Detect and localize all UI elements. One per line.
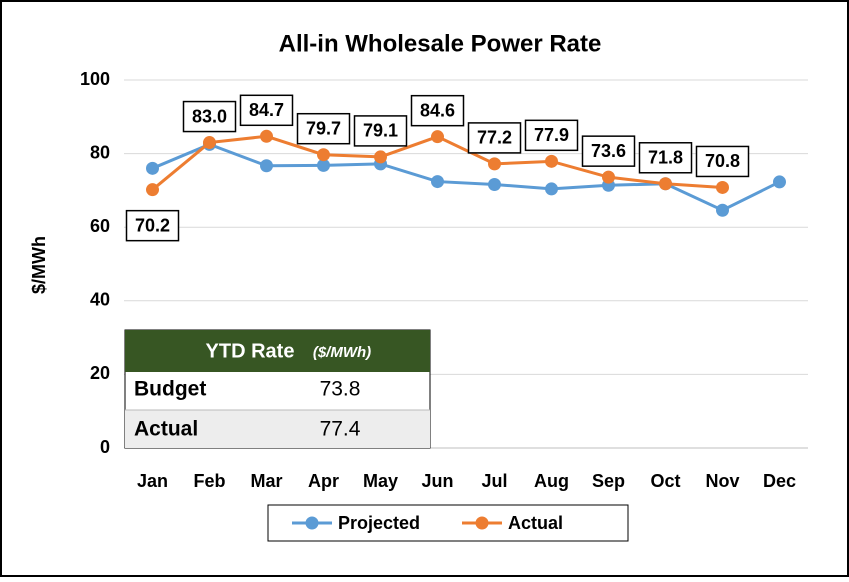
marker [431,130,444,144]
marker [260,159,273,173]
x-tick-label: May [363,471,398,491]
data-label: 70.8 [705,151,740,171]
data-label-box [353,115,408,147]
marker [146,161,159,175]
table-cell: 73.8 [320,378,361,401]
marker [545,154,558,168]
data-label: 84.6 [420,100,455,120]
marker [260,129,273,143]
table-title: YTD Rate [206,340,295,362]
x-tick-label: Dec [763,471,796,491]
table-unit: ($/MWh) [313,344,371,361]
marker [203,136,216,150]
x-tick-label: Sep [592,471,625,491]
table-header [125,330,430,372]
legend-marker [475,516,489,530]
data-label: 73.6 [591,141,626,161]
data-label-box [524,119,579,152]
data-label-box [410,94,465,127]
legend-label: Projected [338,513,420,533]
data-label: 70.2 [135,215,170,235]
x-tick-label: Jan [137,471,168,491]
data-label: 77.2 [477,128,512,148]
x-tick-label: Mar [250,471,282,491]
data-label-box [125,209,180,242]
y-axis-label: $/MWh [29,236,49,294]
marker [773,175,786,189]
marker [317,158,330,172]
x-tick-label: Aug [534,471,569,491]
marker [317,148,330,162]
data-label-box [467,122,522,154]
data-label: 71.8 [648,148,683,168]
marker [545,182,558,196]
data-label: 77.9 [534,125,569,145]
legend-label: Actual [508,513,563,533]
plot: 70.2 83.0 84.7 79.7 79.1 84.6 77.2 77.9 73.6 71.8… [125,94,786,242]
data-label-box [239,94,294,127]
marker [488,178,501,192]
y-tick-label: 0 [100,437,110,457]
x-tick-label: Feb [193,471,225,491]
data-label-box [296,112,351,145]
x-tick-label: Jul [481,471,507,491]
data-label: 79.7 [306,118,341,138]
data-label: 83.0 [192,106,227,126]
table-cell: 77.4 [320,418,361,441]
data-label-box [182,100,237,133]
x-tick-label: Nov [705,471,739,491]
marker [716,203,729,217]
y-tick-label: 20 [90,363,110,383]
data-label-box [638,142,693,174]
data-label-box [695,145,750,178]
marker [488,157,501,171]
table-row-bg [125,410,430,448]
marker [602,170,615,184]
x-tick-label: Oct [650,471,680,491]
table-cell: Budget [134,378,206,401]
marker [659,177,672,191]
marker [374,150,387,164]
x-tick-label: Jun [421,471,453,491]
chart-title: All-in Wholesale Power Rate [279,30,602,57]
data-label-box [581,135,636,167]
y-tick-label: 100 [80,69,110,89]
table-cell: Actual [134,418,198,441]
data-label: 79.1 [363,121,398,141]
legend-marker [305,516,319,530]
marker [716,180,729,194]
y-tick-label: 80 [90,142,110,162]
marker [431,175,444,189]
y-tick-label: 60 [90,216,110,236]
y-tick-label: 40 [90,290,110,310]
ytd-table: YTD Rate ($/MWh) Budget 73.8 Actual 77.4 [124,329,431,449]
x-tick-label: Apr [308,471,339,491]
marker [146,183,159,197]
series-line [151,142,781,212]
data-label: 84.7 [249,100,284,120]
